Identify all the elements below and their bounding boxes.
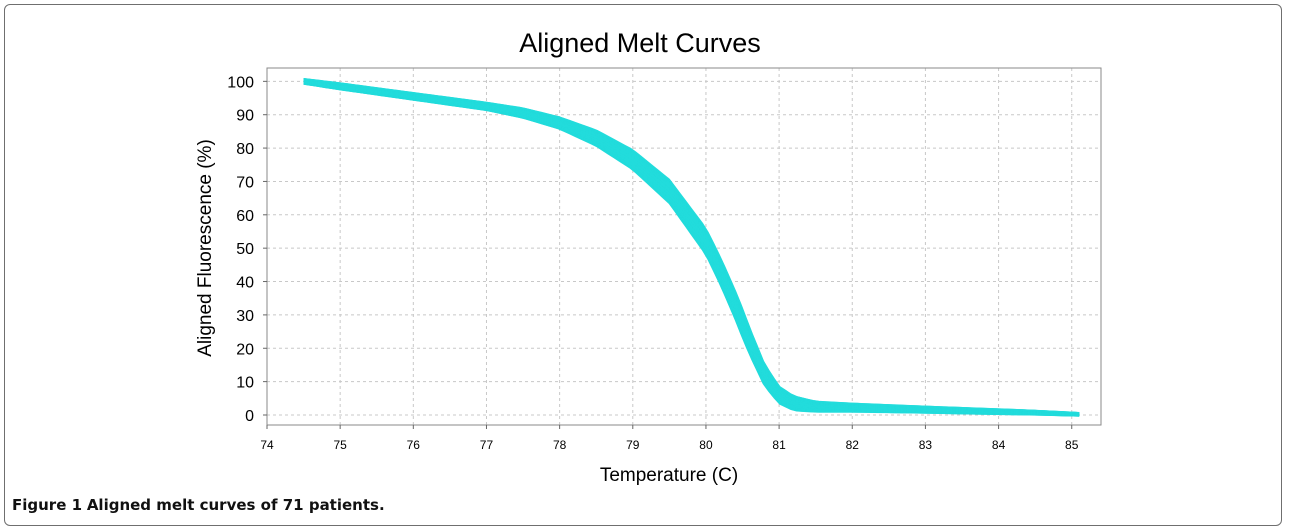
melt-curve (303, 79, 1080, 415)
x-tick-label: 80 (699, 438, 713, 452)
melt-curve (303, 83, 1080, 417)
melt-curve (303, 78, 1080, 414)
figure-frame (4, 4, 1282, 526)
melt-curve (303, 83, 1080, 417)
melt-curve (303, 83, 1080, 417)
melt-curve (303, 80, 1080, 415)
x-tick-label: 82 (846, 438, 860, 452)
y-axis-label: Aligned Fluorescence (%) (195, 139, 216, 357)
melt-curve (303, 82, 1080, 417)
x-tick-label: 76 (407, 438, 421, 452)
plot-area (266, 67, 1102, 426)
melt-curve (303, 82, 1080, 416)
melt-curve (303, 78, 1080, 414)
y-tick-label: 50 (236, 241, 254, 258)
caption-label: Figure 1 (12, 496, 83, 514)
melt-curve (303, 82, 1080, 417)
x-tick-label: 83 (919, 438, 933, 452)
melt-curve (303, 82, 1080, 417)
melt-curve (303, 78, 1080, 414)
y-tick-label: 80 (236, 141, 254, 158)
melt-curve (303, 82, 1080, 417)
melt-curve (303, 82, 1080, 416)
melt-curve (303, 78, 1080, 414)
x-tick-label: 85 (1065, 438, 1079, 452)
melt-curve (303, 78, 1080, 414)
grid (266, 68, 1101, 425)
melt-curve (303, 78, 1080, 414)
melt-curve (303, 82, 1080, 416)
melt-curve (303, 81, 1080, 416)
melt-curve (303, 80, 1080, 415)
caption-text: Aligned melt curves of 71 patients. (86, 496, 385, 514)
melt-curve (303, 79, 1080, 415)
melt-curve (303, 79, 1080, 415)
melt-curve (303, 83, 1080, 417)
y-axis: 0 10 20 30 40 50 60 70 80 90 100 (227, 74, 267, 425)
x-axis: 74 75 76 77 78 79 80 81 82 83 84 85 (260, 425, 1079, 452)
figure-caption: Figure 1 Aligned melt curves of 71 patie… (12, 496, 385, 514)
melt-curve (303, 82, 1080, 417)
melt-curve (303, 79, 1080, 415)
melt-curve (303, 79, 1080, 415)
x-tick-label: 81 (772, 438, 786, 452)
x-tick-label: 78 (553, 438, 567, 452)
y-tick-label: 60 (236, 208, 254, 225)
melt-curve (303, 82, 1080, 417)
melt-curve (303, 79, 1080, 415)
melt-curve (303, 82, 1080, 416)
melt-curve (303, 78, 1080, 414)
melt-curve (303, 79, 1080, 414)
melt-curve (303, 78, 1080, 414)
x-axis-label: Temperature (C) (600, 465, 738, 486)
y-tick-label: 0 (245, 408, 254, 425)
melt-curves (303, 78, 1080, 417)
melt-curve (303, 79, 1080, 415)
melt-curve (303, 79, 1080, 415)
melt-curve (303, 78, 1080, 414)
melt-curve (303, 78, 1080, 414)
melt-curve (303, 81, 1080, 416)
melt-curve (303, 78, 1080, 414)
y-tick-label: 70 (236, 174, 254, 191)
melt-curve (303, 80, 1080, 415)
melt-curve (303, 81, 1080, 416)
y-tick-label: 20 (236, 341, 254, 358)
x-tick-label: 77 (480, 438, 494, 452)
melt-curve (303, 82, 1080, 417)
x-tick-label: 79 (626, 438, 640, 452)
y-tick-label: 100 (227, 74, 254, 91)
chart-title: Aligned Melt Curves (519, 28, 761, 58)
y-tick-label: 40 (236, 275, 254, 292)
x-tick-label: 84 (992, 438, 1006, 452)
melt-curve (303, 79, 1080, 415)
melt-curve (303, 83, 1080, 417)
x-tick-label: 74 (260, 438, 274, 452)
melt-curve (303, 80, 1080, 415)
melt-curve (303, 80, 1080, 415)
melt-curve (303, 82, 1080, 417)
y-tick-label: 90 (236, 108, 254, 125)
melt-curve (303, 79, 1080, 415)
melt-curve (303, 79, 1080, 415)
melt-curve (303, 79, 1080, 414)
y-tick-label: 10 (236, 375, 254, 392)
melt-curve (303, 78, 1080, 414)
melt-curve (303, 79, 1080, 414)
y-tick-label: 30 (236, 308, 254, 325)
melt-curve (303, 81, 1080, 416)
melt-curve (303, 83, 1080, 417)
x-tick-label: 75 (333, 438, 347, 452)
melt-curve (303, 78, 1080, 414)
